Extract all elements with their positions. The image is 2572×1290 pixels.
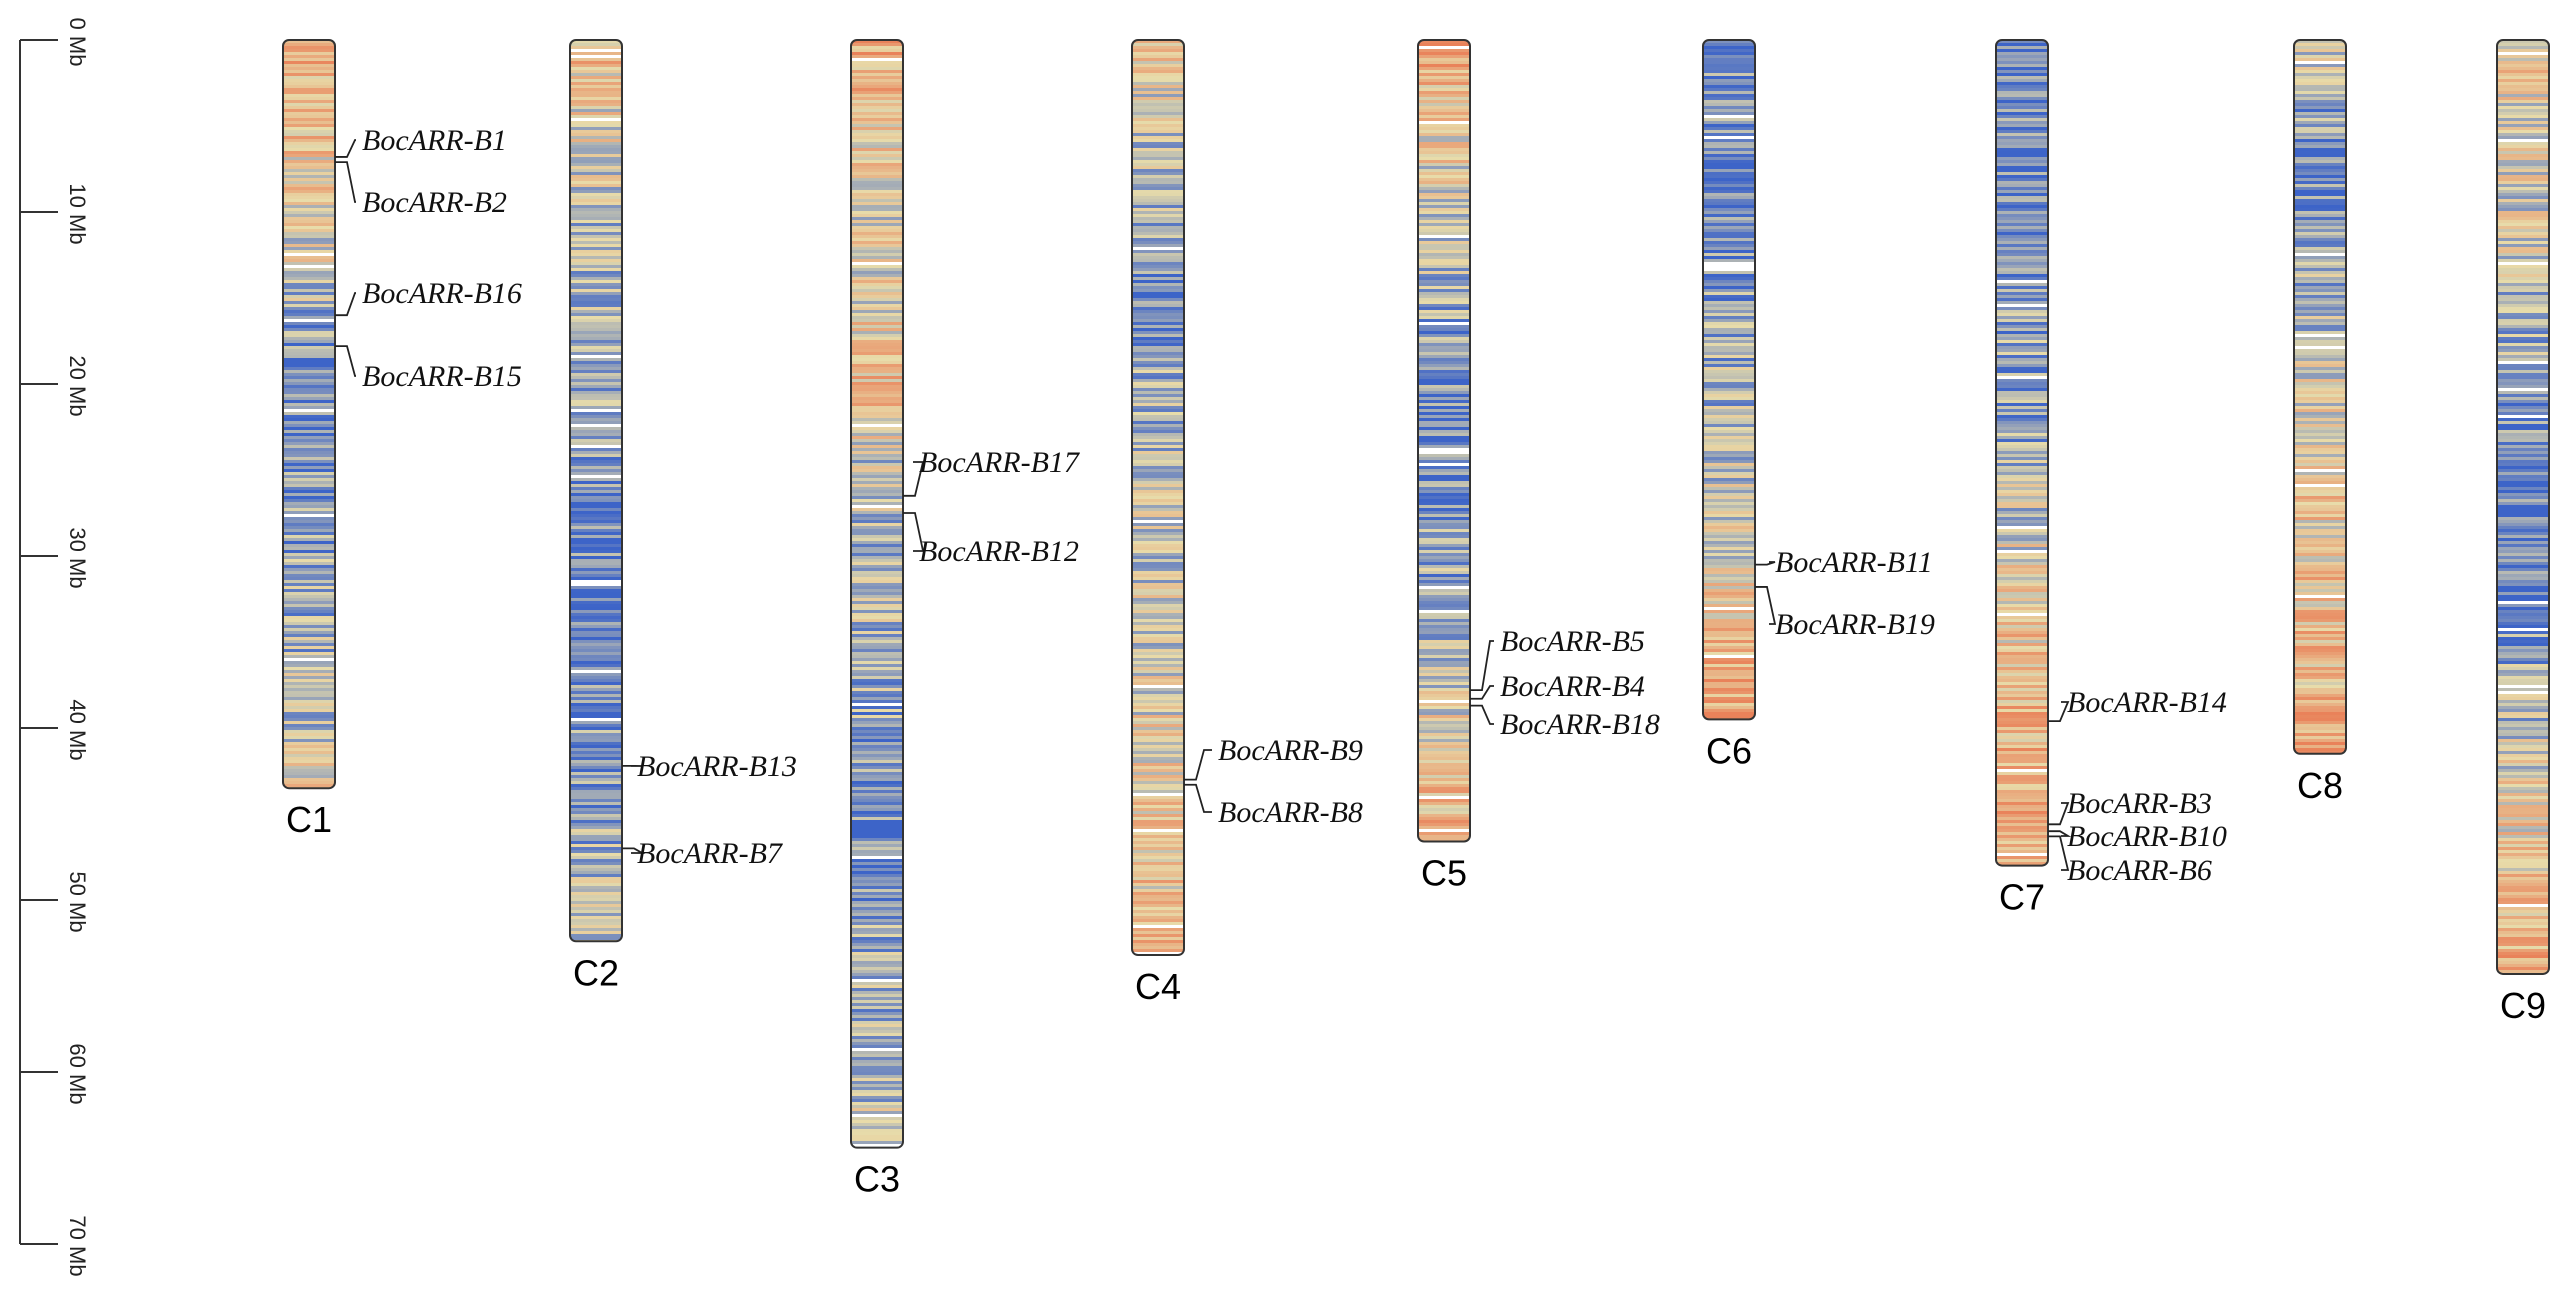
chromosome-c8: C8 <box>2293 39 2347 806</box>
gene-label: BocARR-B2 <box>362 186 507 219</box>
gene-label: BocARR-B7 <box>637 837 784 870</box>
scale-tick-label: 30 Mb <box>65 527 90 588</box>
chromosome-outline <box>1995 39 2049 867</box>
gene-label: BocARR-B4 <box>1500 670 1645 703</box>
density-stripes <box>2497 40 2549 974</box>
chromosome-outline <box>850 39 904 1149</box>
chromosome-label: C2 <box>573 952 619 993</box>
scale-ruler: 0 Mb 10 Mb 20 Mb 30 Mb 40 Mb 50 Mb 60 Mb 70 Mb <box>19 18 90 1277</box>
scale-tick-label: 50 Mb <box>65 871 90 932</box>
chromosomes: C1 BocARR-B1 BocARR-B2 BocARR-B16 BocARR-B15… <box>282 39 2550 1200</box>
chromosome-c6: C6 BocARR-B11 BocARR-B19 <box>1702 39 1935 771</box>
scale-tick-label: 20 Mb <box>65 355 90 416</box>
gene-label: BocARR-B6 <box>2067 854 2212 887</box>
gene-connector <box>1184 749 1212 781</box>
gene-connector <box>1755 586 1777 625</box>
gene-label: BocARR-B17 <box>919 446 1081 479</box>
chromosome-label: C5 <box>1421 853 1467 894</box>
chromosome-label: C6 <box>1706 730 1752 771</box>
gene-connector <box>1184 783 1212 813</box>
gene-label: BocARR-B18 <box>1500 708 1660 741</box>
scale-tick-label: 0 Mb <box>65 18 90 67</box>
gene-label: BocARR-B11 <box>1775 546 1933 579</box>
chromosome-label: C8 <box>2297 765 2343 806</box>
chromosome-label: C7 <box>1999 877 2045 918</box>
density-stripes <box>2294 40 2346 754</box>
chromosome-outline <box>2496 39 2550 975</box>
gene-label: BocARR-B1 <box>362 124 507 157</box>
gene-label: BocARR-B14 <box>2067 686 2227 719</box>
density-stripes <box>851 40 903 1148</box>
gene-connector <box>1470 640 1494 692</box>
density-stripes <box>1418 40 1470 842</box>
density-stripes <box>1132 40 1184 956</box>
chromosome-c2: C2 BocARR-B13 BocARR-B7 <box>569 39 797 993</box>
chromosome-outline <box>1702 39 1756 721</box>
chromosome-outline <box>1131 39 1185 957</box>
chromosome-outline <box>2293 39 2347 755</box>
gene-connector <box>335 345 356 377</box>
chromosome-c9: C9 <box>2496 39 2550 1026</box>
gene-connector <box>335 292 356 317</box>
gene-connector <box>335 139 356 158</box>
density-stripes <box>570 40 622 942</box>
density-stripes <box>1996 40 2048 866</box>
chromosome-label: C4 <box>1135 966 1181 1007</box>
chromosome-label: C1 <box>286 799 332 840</box>
gene-connector <box>1755 561 1776 566</box>
gene-connector <box>2048 835 2070 871</box>
chromosome-outline <box>1417 39 1471 843</box>
gene-connector <box>1470 704 1494 725</box>
gene-connector <box>1470 685 1494 700</box>
scale-tick-label: 40 Mb <box>65 699 90 760</box>
gene-connector <box>622 847 646 854</box>
gene-label: BocARR-B8 <box>1218 796 1363 829</box>
chromosome-c3: C3 BocARR-B17 BocARR-B12 <box>850 39 1081 1200</box>
chromosome-c5: C5 BocARR-B5 BocARR-B4 BocARR-B18 <box>1417 39 1660 894</box>
chromosome-c1: C1 BocARR-B1 BocARR-B2 BocARR-B16 BocARR-B15 <box>282 39 522 840</box>
gene-label: BocARR-B12 <box>919 535 1079 568</box>
scale-tick-label: 10 Mb <box>65 183 90 244</box>
density-stripes <box>283 40 335 789</box>
gene-label: BocARR-B19 <box>1775 608 1935 641</box>
gene-label: BocARR-B3 <box>2067 787 2212 820</box>
chromosome-label: C3 <box>854 1159 900 1200</box>
gene-label: BocARR-B9 <box>1218 734 1363 767</box>
scale-tick-label: 60 Mb <box>65 1043 90 1104</box>
gene-connector <box>2048 830 2072 837</box>
chromosome-label: C9 <box>2500 985 2546 1026</box>
gene-label: BocARR-B15 <box>362 360 522 393</box>
gene-label: BocARR-B16 <box>362 277 522 310</box>
gene-label: BocARR-B13 <box>637 750 797 783</box>
gene-connector <box>903 512 925 552</box>
scale-tick-label: 70 Mb <box>65 1215 90 1276</box>
gene-connector <box>2048 802 2070 826</box>
gene-connector <box>2048 701 2070 723</box>
gene-label: BocARR-B5 <box>1500 625 1645 658</box>
density-stripes <box>1703 40 1755 720</box>
chromosome-outline <box>282 39 336 790</box>
chromosome-outline <box>569 39 623 943</box>
gene-connector <box>335 161 356 203</box>
chromosome-c4: C4 BocARR-B9 BocARR-B8 <box>1131 39 1363 1007</box>
gene-connector <box>903 461 925 497</box>
gene-label: BocARR-B10 <box>2067 820 2227 853</box>
